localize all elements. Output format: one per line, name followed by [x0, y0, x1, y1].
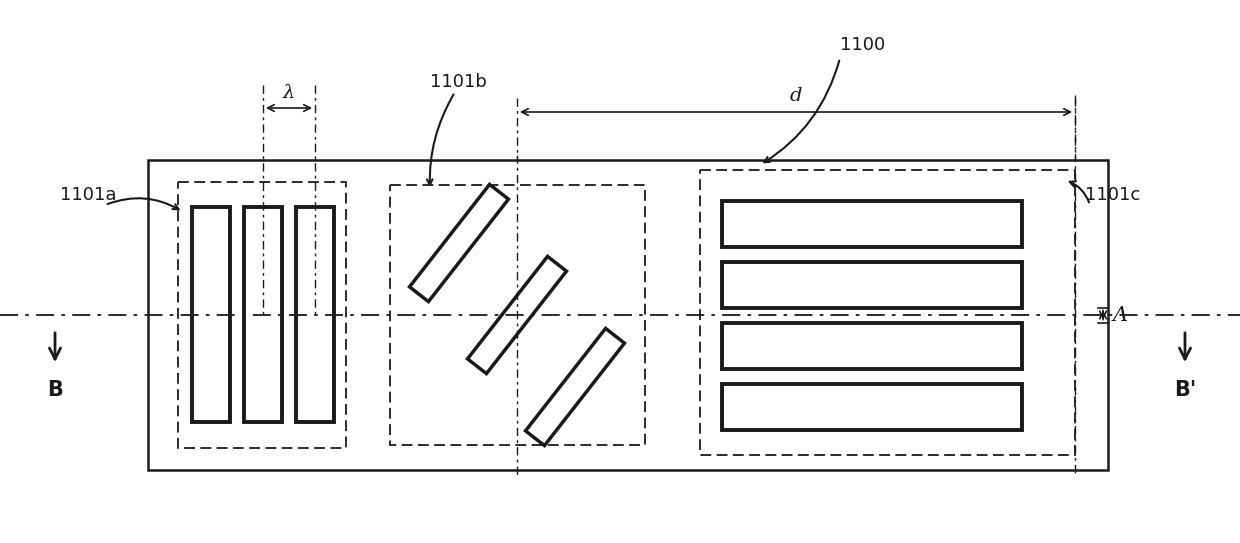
Bar — [296, 207, 334, 422]
Text: λ: λ — [283, 84, 295, 102]
Bar — [722, 200, 1022, 247]
Bar — [192, 207, 229, 422]
Polygon shape — [526, 329, 625, 446]
Polygon shape — [409, 185, 508, 301]
Text: 1100: 1100 — [839, 36, 885, 54]
Text: B': B' — [1174, 380, 1197, 400]
Text: 1101c: 1101c — [1085, 186, 1141, 204]
Text: B: B — [47, 380, 63, 400]
Text: d: d — [790, 87, 802, 105]
Bar — [179, 182, 346, 448]
Bar — [722, 323, 1022, 369]
Text: 1101b: 1101b — [430, 73, 487, 91]
Text: 1101a: 1101a — [60, 186, 117, 204]
Bar — [722, 383, 1022, 430]
Text: Λ: Λ — [1114, 306, 1128, 325]
Polygon shape — [467, 256, 567, 374]
Bar — [148, 160, 1109, 470]
Bar — [722, 262, 1022, 307]
Bar — [391, 185, 645, 445]
Bar — [244, 207, 281, 422]
Bar — [701, 170, 1075, 455]
